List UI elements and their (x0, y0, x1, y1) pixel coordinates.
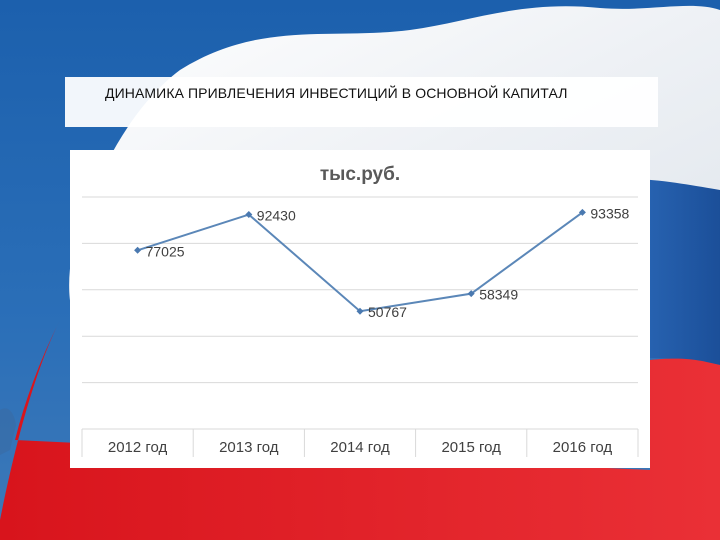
x-tick-label: 2016 год (553, 439, 613, 456)
data-point (356, 307, 364, 315)
data-label: 93358 (590, 205, 629, 221)
x-axis: 2012 год 2013 год 2014 год 2015 год 2016 год (81, 429, 639, 457)
slide-heading-box: ДИНАМИКА ПРИВЛЕЧЕНИЯ ИНВЕСТИЦИЙ В ОСНОВН… (65, 77, 658, 127)
data-point (134, 246, 142, 254)
data-point (245, 211, 253, 219)
data-label: 92430 (257, 208, 296, 224)
data-label: 50767 (368, 304, 407, 320)
line-chart: тыс.руб. 2012 год 2013 год 2014 год 2015 го… (81, 164, 639, 457)
chart-panel: тыс.руб. 2012 год 2013 год 2014 год 2015 го… (70, 150, 650, 468)
x-tick-label: 2012 год (108, 439, 168, 456)
data-labels: 77025 92430 50767 58349 93358 (146, 205, 630, 320)
data-point (467, 290, 475, 298)
data-point (578, 208, 586, 216)
slide-heading: ДИНАМИКА ПРИВЛЕЧЕНИЯ ИНВЕСТИЦИЙ В ОСНОВН… (105, 85, 568, 101)
x-tick-label: 2015 год (441, 439, 501, 456)
chart-title: тыс.руб. (320, 164, 400, 185)
x-tick-label: 2014 год (330, 439, 390, 456)
series-investments (134, 208, 586, 315)
data-label: 58349 (479, 287, 518, 303)
data-label: 77025 (146, 243, 185, 259)
x-tick-label: 2013 год (219, 439, 279, 456)
gridlines (82, 196, 638, 430)
